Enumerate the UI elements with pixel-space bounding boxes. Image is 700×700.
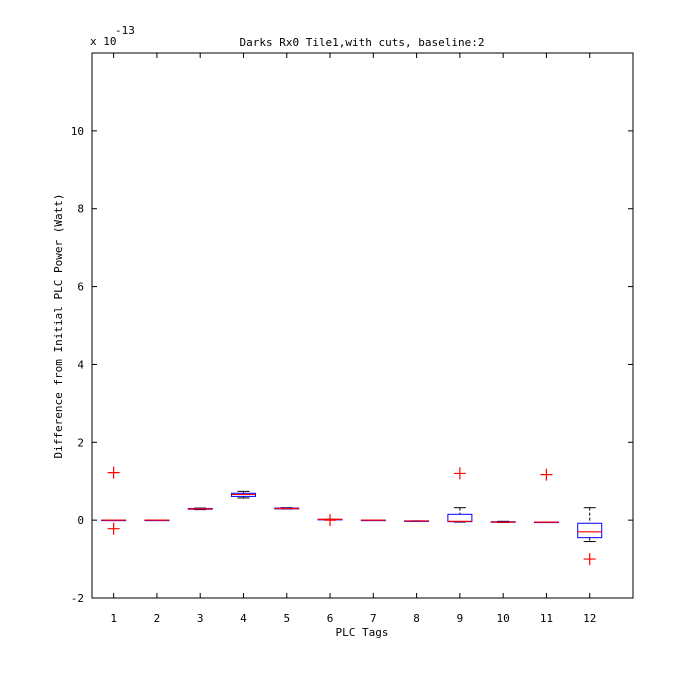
- x-tick-label: 3: [197, 612, 204, 625]
- box-tag-7: [360, 519, 386, 522]
- box-tag-8: [404, 520, 430, 522]
- box-tag-11: [533, 468, 559, 524]
- box-tag-9: [447, 467, 473, 523]
- box-iqr: [577, 522, 603, 539]
- x-tick-label: 10: [497, 612, 510, 625]
- box-tag-12: [577, 507, 603, 566]
- box-tag-1: [101, 466, 127, 535]
- y-multiplier-base: x 10: [90, 35, 117, 48]
- box-tag-4: [230, 490, 256, 499]
- x-tick-label: 7: [370, 612, 377, 625]
- x-tick-label: 1: [110, 612, 117, 625]
- x-tick-label: 8: [413, 612, 420, 625]
- box-tag-10: [490, 520, 516, 523]
- x-tick-label: 6: [327, 612, 334, 625]
- y-axis-label: Difference from Initial PLC Power (Watt): [52, 194, 65, 459]
- box-tag-3: [187, 507, 213, 511]
- outlier-marker: [324, 514, 337, 527]
- y-tick-label: 2: [77, 436, 84, 449]
- box-tag-6: [317, 514, 343, 527]
- x-tick-label: 2: [154, 612, 161, 625]
- plot-area: [91, 52, 634, 599]
- y-tick-label: 4: [77, 358, 84, 371]
- x-tick-label: 12: [583, 612, 596, 625]
- outlier-marker: [583, 553, 596, 566]
- x-tick-label: 11: [540, 612, 553, 625]
- y-tick-label: 0: [77, 514, 84, 527]
- y-tick-label: 8: [77, 203, 84, 216]
- x-tick-label: 4: [240, 612, 247, 625]
- outlier-marker: [540, 468, 553, 481]
- y-tick-label: -2: [71, 592, 84, 605]
- y-multiplier-exponent: -13: [115, 24, 135, 37]
- x-tick-label: 5: [283, 612, 290, 625]
- box-tag-2: [144, 519, 170, 522]
- box-series: [101, 466, 603, 566]
- outlier-marker: [107, 522, 120, 535]
- y-tick-label: 6: [77, 281, 84, 294]
- outlier-marker: [107, 466, 120, 479]
- chart-title: Darks Rx0 Tile1,with cuts, baseline:2: [239, 36, 484, 49]
- box-tag-5: [274, 507, 300, 510]
- x-axis-label: PLC Tags: [336, 626, 389, 639]
- y-tick-label: 10: [71, 125, 84, 138]
- outlier-marker: [453, 467, 466, 480]
- x-tick-label: 9: [457, 612, 464, 625]
